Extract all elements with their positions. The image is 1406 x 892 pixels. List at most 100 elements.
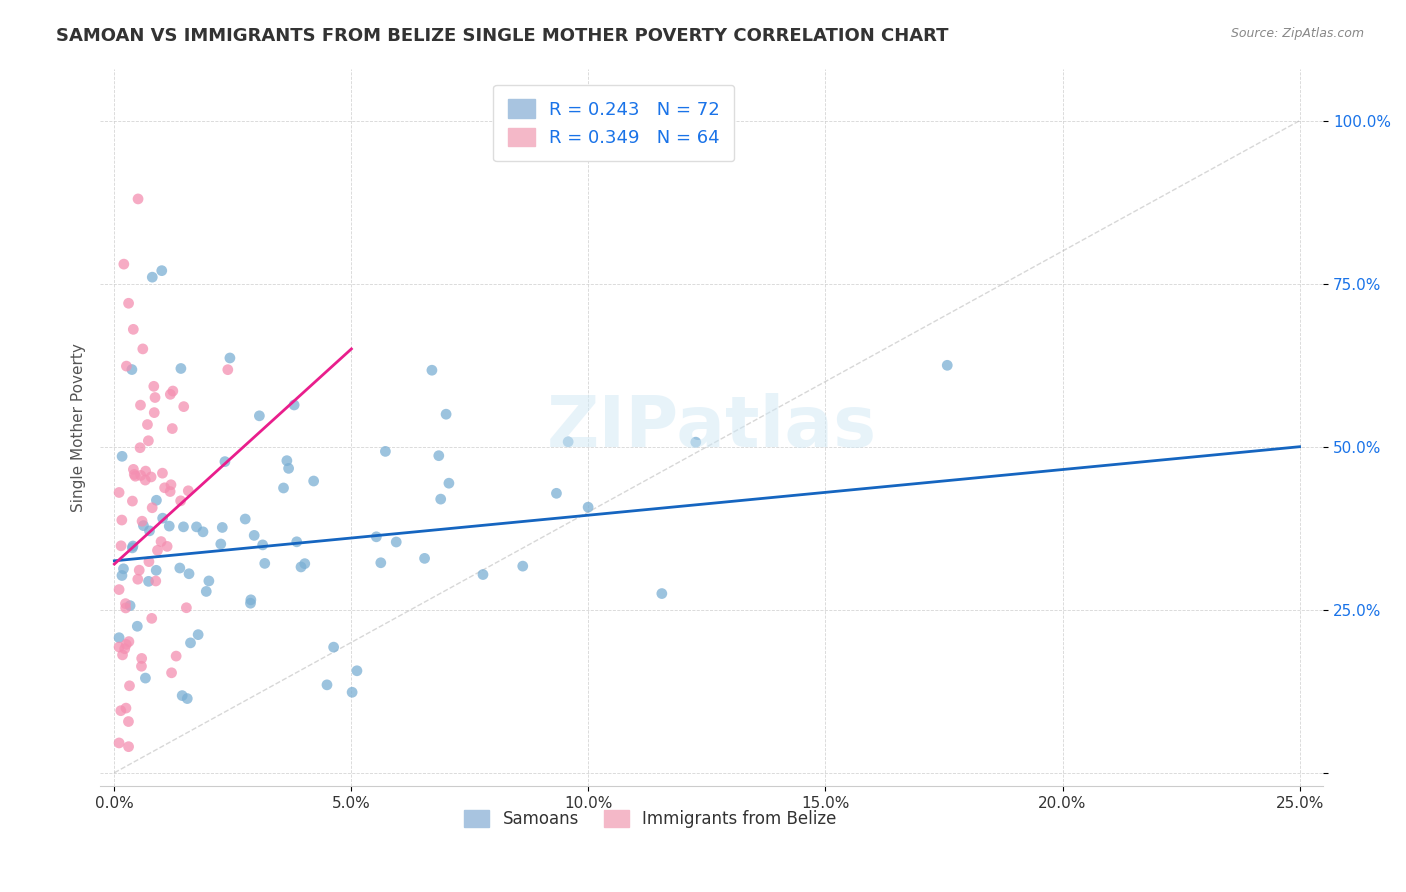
Immigrants from Belize [110, 704, 132, 718]
Samoans [211, 520, 233, 534]
Immigrants from Belize [131, 659, 153, 673]
Samoans [177, 566, 200, 581]
Samoans [198, 574, 221, 588]
Samoans [253, 557, 276, 571]
Samoans [273, 481, 295, 495]
Immigrants from Belize [169, 493, 191, 508]
Samoans [121, 541, 143, 555]
Immigrants from Belize [139, 470, 162, 484]
Immigrants from Belize [162, 384, 184, 398]
Samoans [121, 362, 143, 376]
Immigrants from Belize [114, 601, 136, 615]
Samoans [170, 361, 193, 376]
Samoans [120, 599, 142, 613]
Samoans [413, 551, 436, 566]
Immigrants from Belize [117, 714, 139, 729]
Samoans [557, 434, 579, 449]
Samoans [283, 398, 305, 412]
Immigrants from Belize [118, 679, 141, 693]
Samoans [277, 461, 299, 475]
Samoans [179, 636, 201, 650]
Immigrants from Belize [129, 468, 152, 483]
Samoans [191, 524, 214, 539]
Legend: Samoans, Immigrants from Belize: Samoans, Immigrants from Belize [458, 804, 844, 835]
Samoans [132, 518, 155, 533]
Samoans [195, 584, 218, 599]
Samoans [169, 561, 191, 575]
Samoans [111, 450, 134, 464]
Samoans [434, 407, 457, 421]
Text: Source: ZipAtlas.com: Source: ZipAtlas.com [1230, 27, 1364, 40]
Immigrants from Belize [129, 398, 152, 412]
Samoans [233, 512, 256, 526]
Samoans [936, 359, 959, 373]
Samoans [186, 520, 208, 534]
Immigrants from Belize [114, 641, 136, 656]
Samoans [172, 520, 194, 534]
Samoans [420, 363, 443, 377]
Samoans [370, 556, 392, 570]
Samoans [316, 678, 339, 692]
Immigrants from Belize [142, 379, 165, 393]
Samoans [252, 538, 274, 552]
Immigrants from Belize [108, 582, 131, 597]
Immigrants from Belize [135, 464, 157, 478]
Samoans [152, 511, 174, 525]
Samoans [546, 486, 568, 500]
Samoans [302, 474, 325, 488]
Immigrants from Belize [108, 640, 131, 654]
Immigrants from Belize [217, 362, 239, 376]
Samoans [346, 664, 368, 678]
Immigrants from Belize [160, 477, 183, 491]
Immigrants from Belize [112, 257, 135, 271]
Samoans [294, 557, 316, 571]
Immigrants from Belize [114, 597, 136, 611]
Immigrants from Belize [160, 665, 183, 680]
Immigrants from Belize [108, 736, 131, 750]
Samoans [176, 691, 198, 706]
Immigrants from Belize [177, 483, 200, 498]
Immigrants from Belize [152, 466, 174, 480]
Immigrants from Belize [138, 434, 160, 448]
Immigrants from Belize [131, 514, 153, 528]
Immigrants from Belize [127, 192, 149, 206]
Immigrants from Belize [146, 543, 169, 558]
Text: ZIPatlas: ZIPatlas [547, 392, 877, 462]
Samoans [685, 435, 707, 450]
Immigrants from Belize [111, 513, 134, 527]
Immigrants from Belize [115, 359, 138, 373]
Immigrants from Belize [150, 534, 173, 549]
Samoans [145, 563, 167, 577]
Immigrants from Belize [173, 400, 195, 414]
Immigrants from Belize [134, 473, 156, 487]
Samoans [111, 568, 134, 582]
Immigrants from Belize [128, 563, 150, 577]
Immigrants from Belize [145, 574, 167, 588]
Samoans [285, 534, 308, 549]
Immigrants from Belize [124, 467, 146, 482]
Samoans [243, 528, 266, 542]
Samoans [157, 519, 180, 533]
Immigrants from Belize [143, 391, 166, 405]
Immigrants from Belize [124, 469, 146, 483]
Samoans [239, 596, 262, 610]
Samoans [385, 535, 408, 549]
Immigrants from Belize [122, 462, 145, 476]
Samoans [276, 453, 298, 467]
Samoans [138, 574, 160, 589]
Y-axis label: Single Mother Poverty: Single Mother Poverty [72, 343, 86, 512]
Immigrants from Belize [153, 481, 176, 495]
Immigrants from Belize [132, 342, 155, 356]
Samoans [141, 270, 163, 285]
Samoans [512, 559, 534, 574]
Samoans [138, 524, 160, 538]
Immigrants from Belize [131, 651, 153, 665]
Immigrants from Belize [136, 417, 159, 432]
Immigrants from Belize [159, 484, 181, 499]
Samoans [150, 263, 173, 277]
Samoans [145, 493, 167, 508]
Immigrants from Belize [110, 539, 132, 553]
Samoans [219, 351, 242, 365]
Immigrants from Belize [129, 441, 152, 455]
Immigrants from Belize [117, 296, 139, 310]
